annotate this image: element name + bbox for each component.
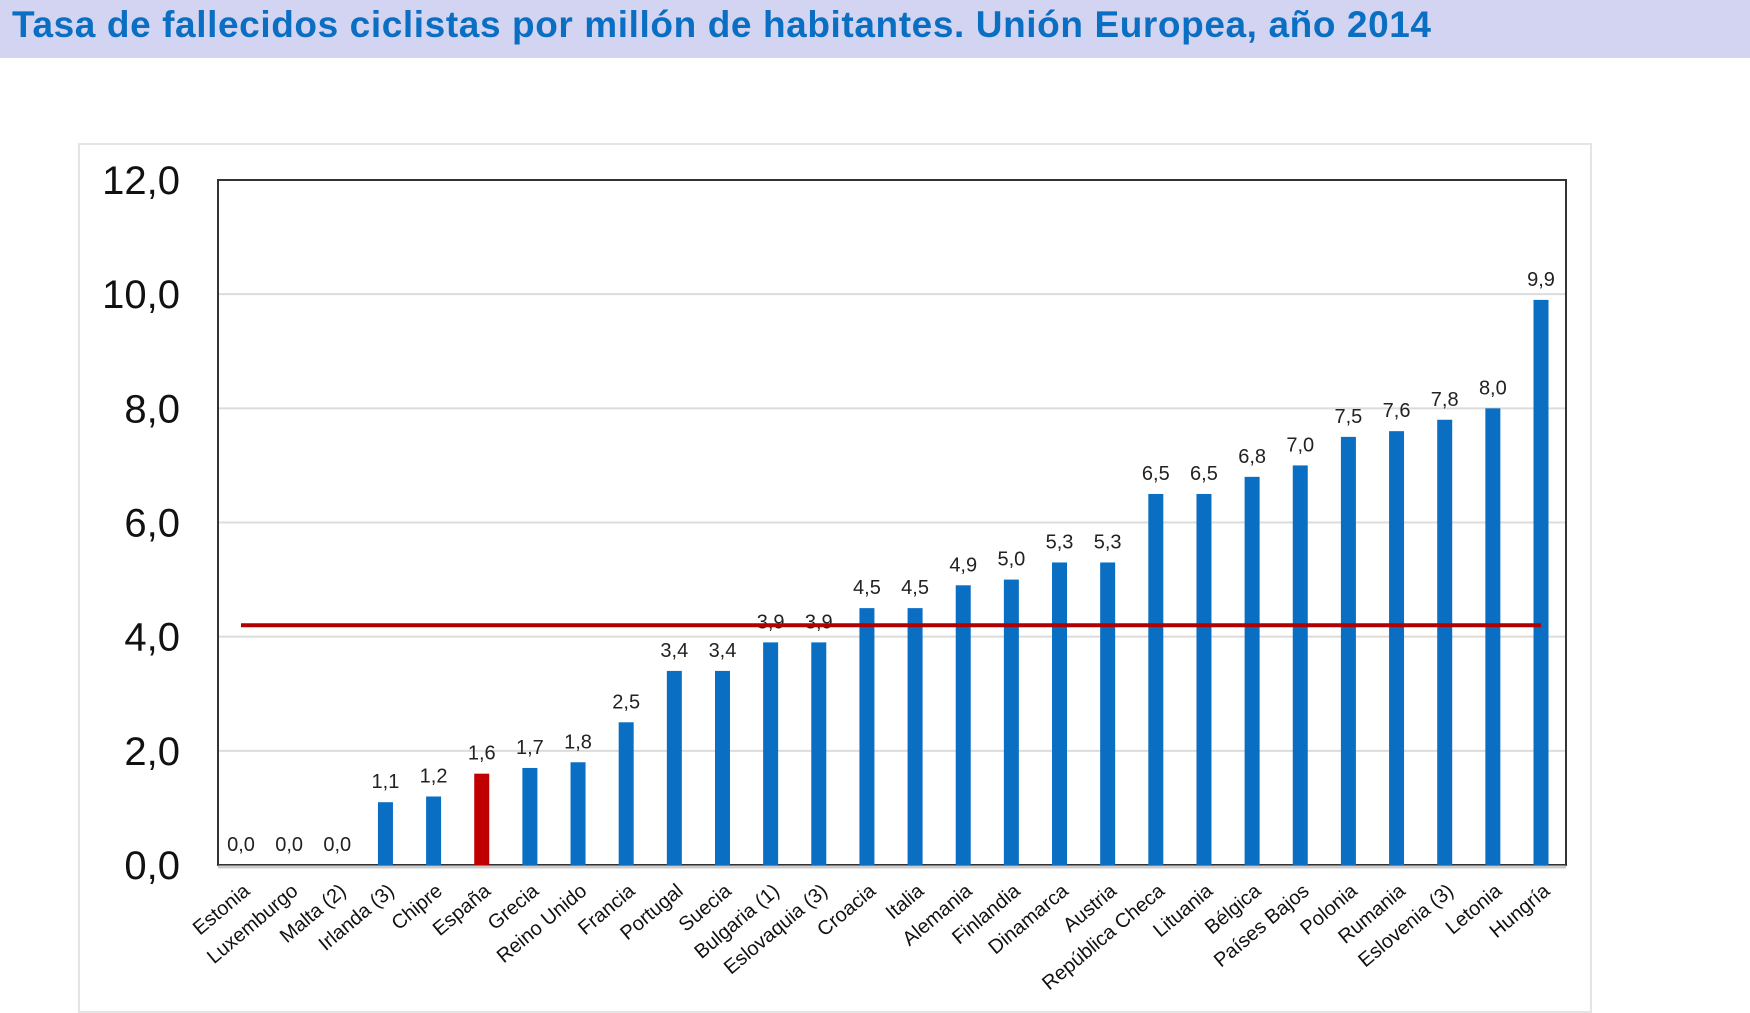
bar: [1196, 493, 1212, 865]
data-label: 5,3: [1094, 531, 1122, 553]
y-tick-label: 10,0: [102, 273, 180, 317]
data-label: 0,0: [275, 834, 303, 856]
bar: [522, 767, 538, 865]
bar: [1244, 476, 1260, 865]
bar: [859, 608, 875, 865]
y-tick-label: 6,0: [124, 502, 180, 546]
data-label: 7,8: [1431, 389, 1459, 411]
page-title: Tasa de fallecidos ciclistas por millón …: [12, 4, 1432, 45]
bar: [570, 762, 586, 865]
y-tick-label: 2,0: [124, 730, 180, 774]
data-label: 2,5: [612, 691, 640, 713]
bar: [1340, 436, 1356, 865]
data-label: 6,5: [1142, 463, 1170, 485]
bar: [377, 802, 393, 865]
y-tick-label: 8,0: [124, 387, 180, 431]
data-label: 9,9: [1527, 269, 1555, 291]
bar: [714, 670, 730, 865]
bar: [1533, 299, 1549, 865]
bar: [666, 670, 682, 865]
bar: [907, 608, 923, 865]
bar: [474, 773, 490, 865]
data-label: 3,9: [805, 611, 833, 633]
data-label: 1,7: [516, 737, 544, 759]
data-label: 5,3: [1046, 531, 1074, 553]
y-tick-label: 4,0: [124, 616, 180, 660]
plot-border: [217, 179, 1567, 866]
bar: [811, 642, 827, 865]
data-label: 3,4: [660, 640, 688, 662]
y-tick-label: 0,0: [124, 844, 180, 888]
bar: [1437, 419, 1453, 865]
data-label: 3,4: [709, 640, 737, 662]
y-tick-label: 12,0: [102, 159, 180, 203]
data-label: 1,6: [468, 743, 496, 765]
data-label: 1,2: [420, 766, 448, 788]
bar: [1003, 579, 1019, 865]
data-label: 7,0: [1286, 434, 1314, 456]
bar: [426, 796, 442, 865]
data-label: 0,0: [323, 834, 351, 856]
data-label: 7,6: [1383, 400, 1411, 422]
title-bar: Tasa de fallecidos ciclistas por millón …: [0, 0, 1750, 58]
data-label: 1,8: [564, 731, 592, 753]
bar: [955, 585, 971, 865]
data-label: 4,5: [853, 577, 881, 599]
data-label: 0,0: [227, 834, 255, 856]
bar: [1052, 562, 1068, 865]
bar: [1485, 408, 1501, 865]
bar: [1100, 562, 1116, 865]
data-label: 8,0: [1479, 377, 1507, 399]
bar: [1389, 431, 1405, 865]
data-label: 3,9: [757, 611, 785, 633]
data-label: 5,0: [997, 549, 1025, 571]
bar: [763, 642, 779, 865]
data-label: 1,1: [372, 771, 400, 793]
data-label: 7,5: [1335, 406, 1363, 428]
bar: [1148, 493, 1164, 865]
data-label: 6,8: [1238, 446, 1266, 468]
data-label: 4,9: [949, 554, 977, 576]
data-label: 4,5: [901, 577, 929, 599]
data-label: 6,5: [1190, 463, 1218, 485]
bar: [618, 722, 634, 865]
bar: [1292, 465, 1308, 865]
